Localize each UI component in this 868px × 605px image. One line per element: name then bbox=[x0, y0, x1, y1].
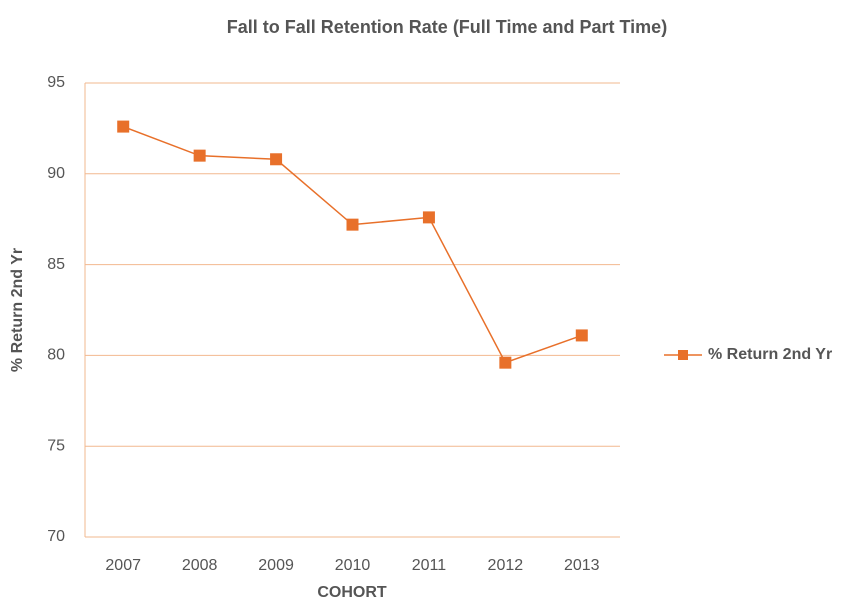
x-tick-label: 2009 bbox=[258, 557, 294, 574]
data-point bbox=[270, 153, 283, 166]
x-tick-label: 2012 bbox=[488, 557, 524, 574]
series-line bbox=[122, 125, 583, 364]
y-tick-label: 75 bbox=[47, 437, 65, 454]
data-point bbox=[117, 120, 130, 133]
y-axis-label: % Return 2nd Yr bbox=[9, 248, 26, 372]
chart-title: Fall to Fall Retention Rate (Full Time a… bbox=[227, 17, 667, 37]
y-tick-label: 80 bbox=[47, 347, 65, 364]
y-tick-label: 90 bbox=[47, 165, 65, 182]
x-tick-label: 2007 bbox=[105, 557, 141, 574]
y-tick-label: 95 bbox=[47, 74, 65, 91]
data-point bbox=[193, 149, 206, 162]
data-point bbox=[422, 211, 435, 224]
x-axis-label: COHORT bbox=[317, 584, 387, 601]
legend-label: % Return 2nd Yr bbox=[708, 346, 832, 363]
y-tick-label: 70 bbox=[47, 528, 65, 545]
data-point bbox=[575, 329, 588, 342]
x-tick-label: 2010 bbox=[335, 557, 371, 574]
x-tick-label: 2008 bbox=[182, 557, 218, 574]
legend-marker bbox=[678, 350, 688, 360]
data-point bbox=[499, 356, 512, 369]
y-tick-label: 85 bbox=[47, 256, 65, 273]
data-point bbox=[346, 218, 359, 231]
x-tick-label: 2013 bbox=[564, 557, 600, 574]
x-tick-label: 2011 bbox=[412, 557, 447, 574]
